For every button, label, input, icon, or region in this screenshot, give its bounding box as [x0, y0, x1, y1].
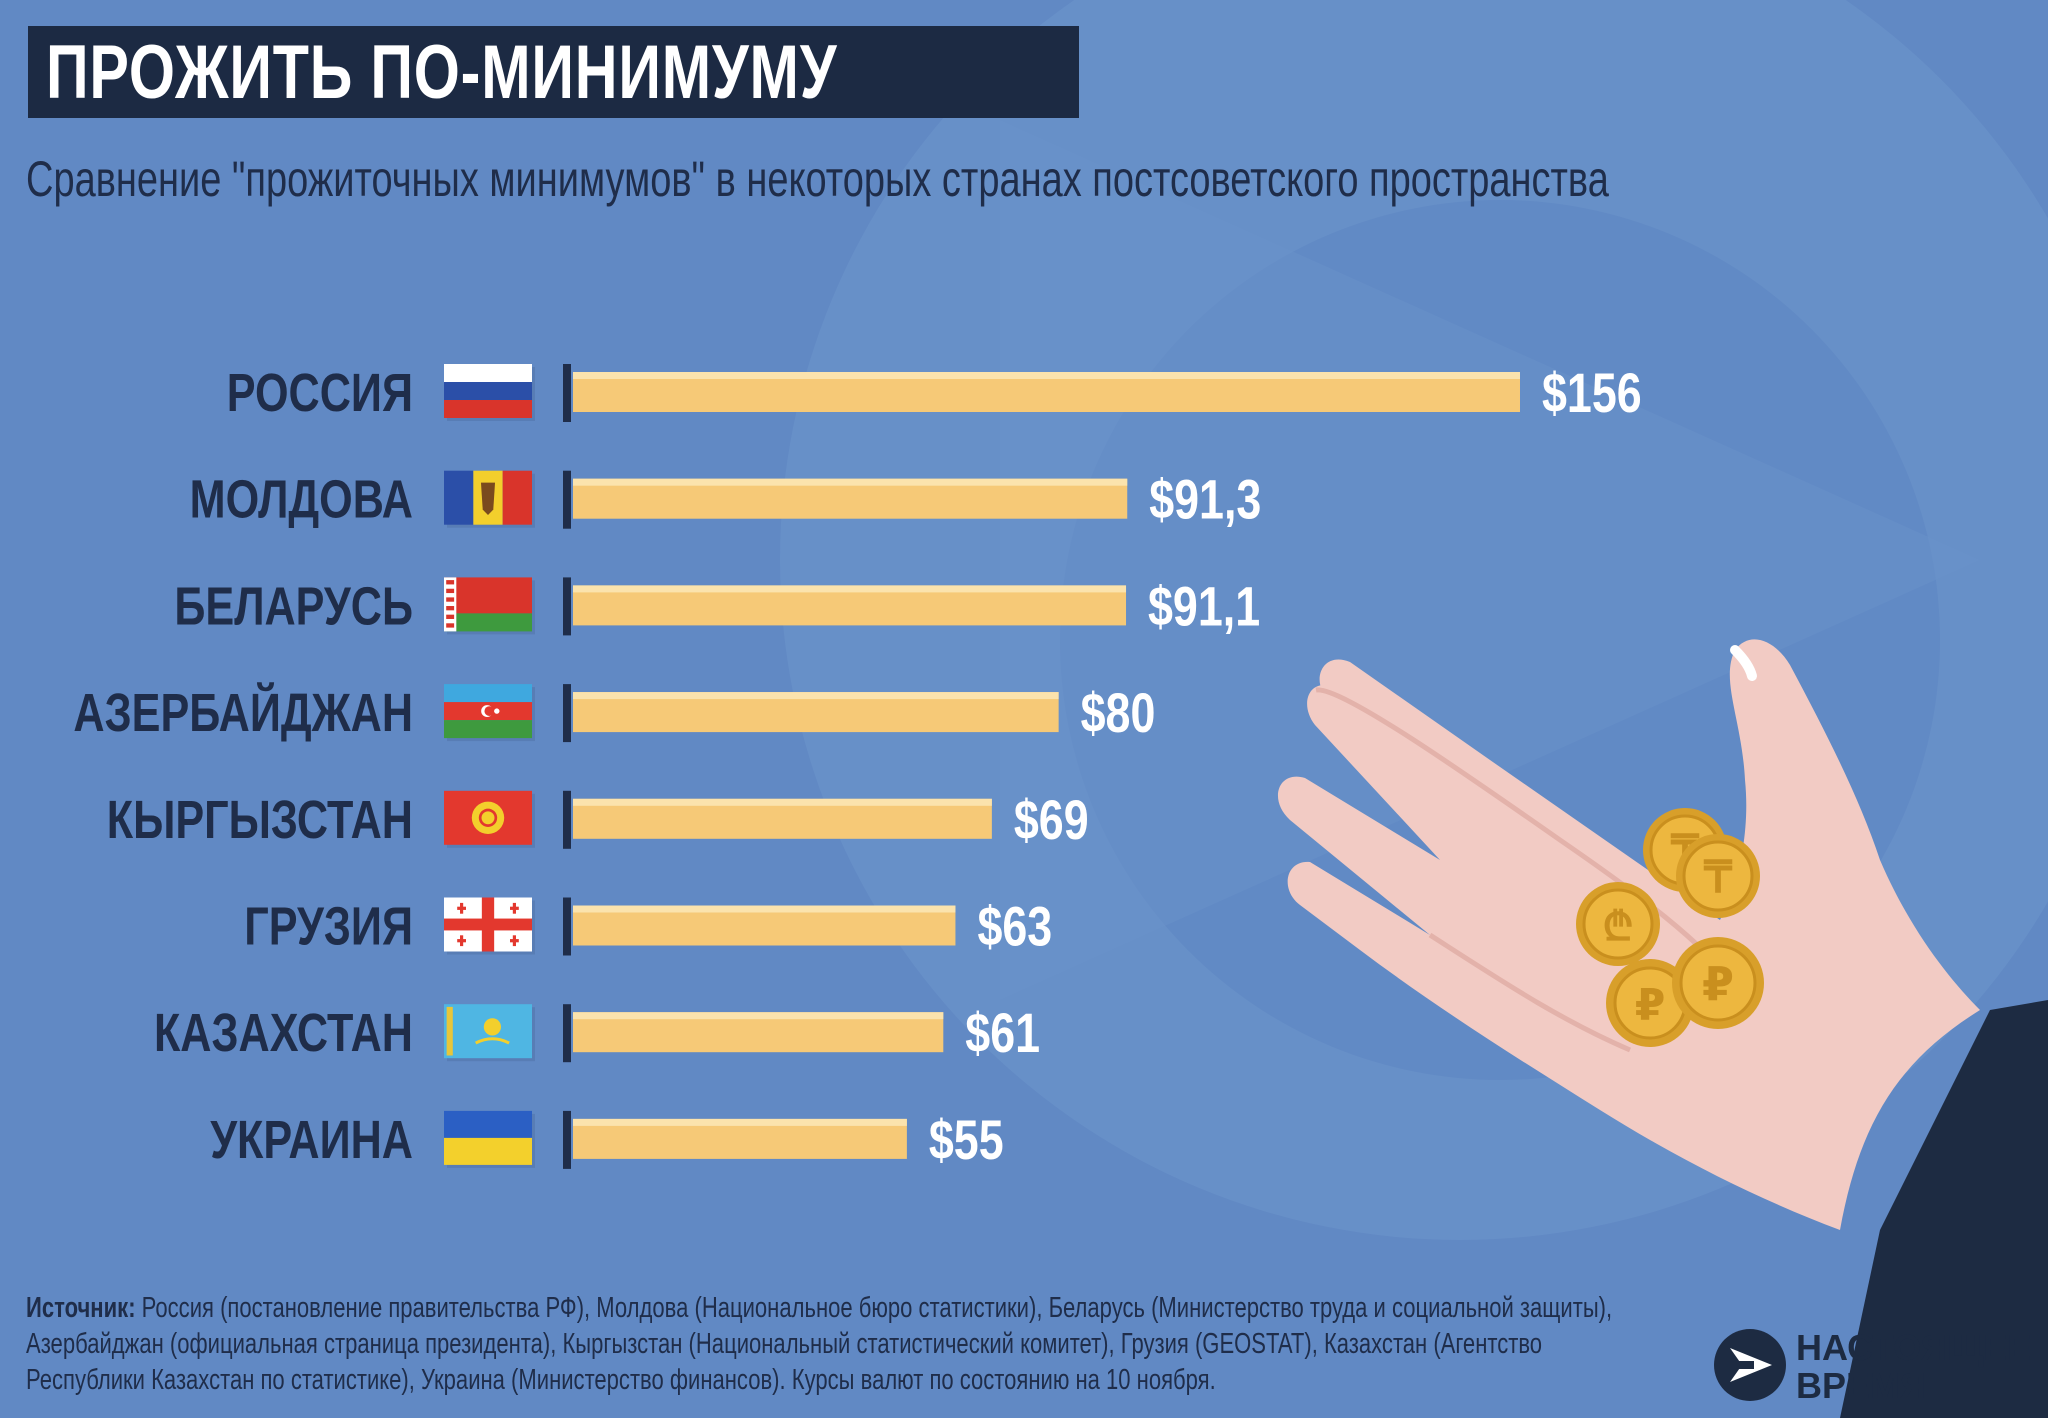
source-text: Россия (постановление правительства РФ),… — [26, 1292, 1613, 1396]
logo: НАСТОЯЩЕЕ ВРЕМЯ — [1714, 1327, 2030, 1406]
chart-row: ГРУЗИЯ $63 — [244, 895, 1052, 958]
bar-highlight — [573, 798, 992, 806]
logo-mark-icon — [1714, 1329, 1786, 1401]
value-label: $63 — [977, 895, 1052, 958]
title-box: ПРОЖИТЬ ПО-МИНИМУМУ — [28, 26, 1079, 118]
axis-tick — [563, 577, 571, 636]
value-label: $55 — [929, 1108, 1004, 1171]
bar-highlight — [573, 1118, 907, 1126]
chart-row: КАЗАХСТАН $61 — [154, 1001, 1040, 1064]
category-label: АЗЕРБАЙДЖАН — [73, 683, 413, 744]
coin-tenge-icon: ₸ — [1676, 834, 1760, 918]
chart-row: КЫРГЫЗСТАН $69 — [107, 788, 1089, 851]
logo-text-bottom: ВРЕМЯ — [1796, 1365, 1926, 1406]
page-title: ПРОЖИТЬ ПО-МИНИМУМУ — [46, 29, 838, 115]
axis-tick — [563, 470, 571, 529]
category-label: УКРАИНА — [210, 1110, 413, 1170]
value-label: $156 — [1542, 361, 1642, 424]
chart-row: БЕЛАРУСЬ $91,1 — [174, 575, 1260, 638]
bar-highlight — [573, 692, 1059, 700]
axis-tick — [563, 1004, 571, 1063]
svg-text:₽: ₽ — [1702, 957, 1734, 1011]
flag-ukraine-icon — [444, 1110, 535, 1168]
bar-highlight — [573, 585, 1127, 593]
source-note: Источник: Россия (постановление правител… — [26, 1290, 1637, 1398]
svg-text:₾: ₾ — [1603, 904, 1634, 950]
svg-text:₸: ₸ — [1703, 853, 1733, 902]
logo-text-top: НАСТОЯЩЕЕ — [1796, 1327, 2030, 1368]
axis-tick — [563, 364, 571, 422]
coin-ruble-icon: ₽ — [1672, 937, 1764, 1029]
flag-russia-icon — [444, 364, 535, 421]
category-label: ГРУЗИЯ — [244, 897, 413, 957]
category-label: МОЛДОВА — [190, 470, 413, 530]
source-label: Источник: — [26, 1292, 136, 1324]
value-label: $91,1 — [1148, 575, 1260, 638]
value-label: $69 — [1014, 788, 1089, 851]
page-subtitle: Сравнение "прожиточных минимумов" в неко… — [26, 151, 1609, 207]
category-label: КЫРГЫЗСТАН — [107, 790, 413, 850]
bar-highlight — [573, 1012, 944, 1020]
category-label: РОССИЯ — [227, 364, 413, 424]
bar-highlight — [573, 905, 956, 913]
value-label: $61 — [965, 1001, 1040, 1064]
chart-row: МОЛДОВА $91,3 — [190, 468, 1262, 531]
flag-georgia-icon — [444, 897, 535, 955]
coin-lari-icon: ₾ — [1576, 882, 1660, 966]
bar-highlight — [573, 478, 1128, 486]
category-label: КАЗАХСТАН — [154, 1004, 413, 1064]
chart-row: УКРАИНА $55 — [210, 1108, 1003, 1171]
value-label: $80 — [1081, 681, 1156, 744]
axis-tick — [563, 684, 571, 743]
axis-tick — [563, 790, 571, 849]
coin-ruble-icon: ₽ — [1606, 959, 1694, 1047]
chart-row: АЗЕРБАЙДЖАН $80 — [73, 681, 1155, 744]
bar-highlight — [573, 372, 1520, 379]
flag-azerbaijan-icon — [444, 684, 535, 742]
flag-belarus-icon — [444, 577, 535, 635]
flag-moldova-icon — [444, 470, 535, 528]
axis-tick — [563, 897, 571, 956]
flag-kazakhstan-icon — [444, 1004, 535, 1062]
axis-tick — [563, 1110, 571, 1169]
category-label: БЕЛАРУСЬ — [174, 577, 413, 637]
svg-text:₽: ₽ — [1635, 980, 1666, 1031]
chart-row: РОССИЯ $156 — [227, 361, 1642, 424]
value-label: $91,3 — [1149, 468, 1261, 531]
flag-kyrgyzstan-icon — [444, 790, 535, 848]
